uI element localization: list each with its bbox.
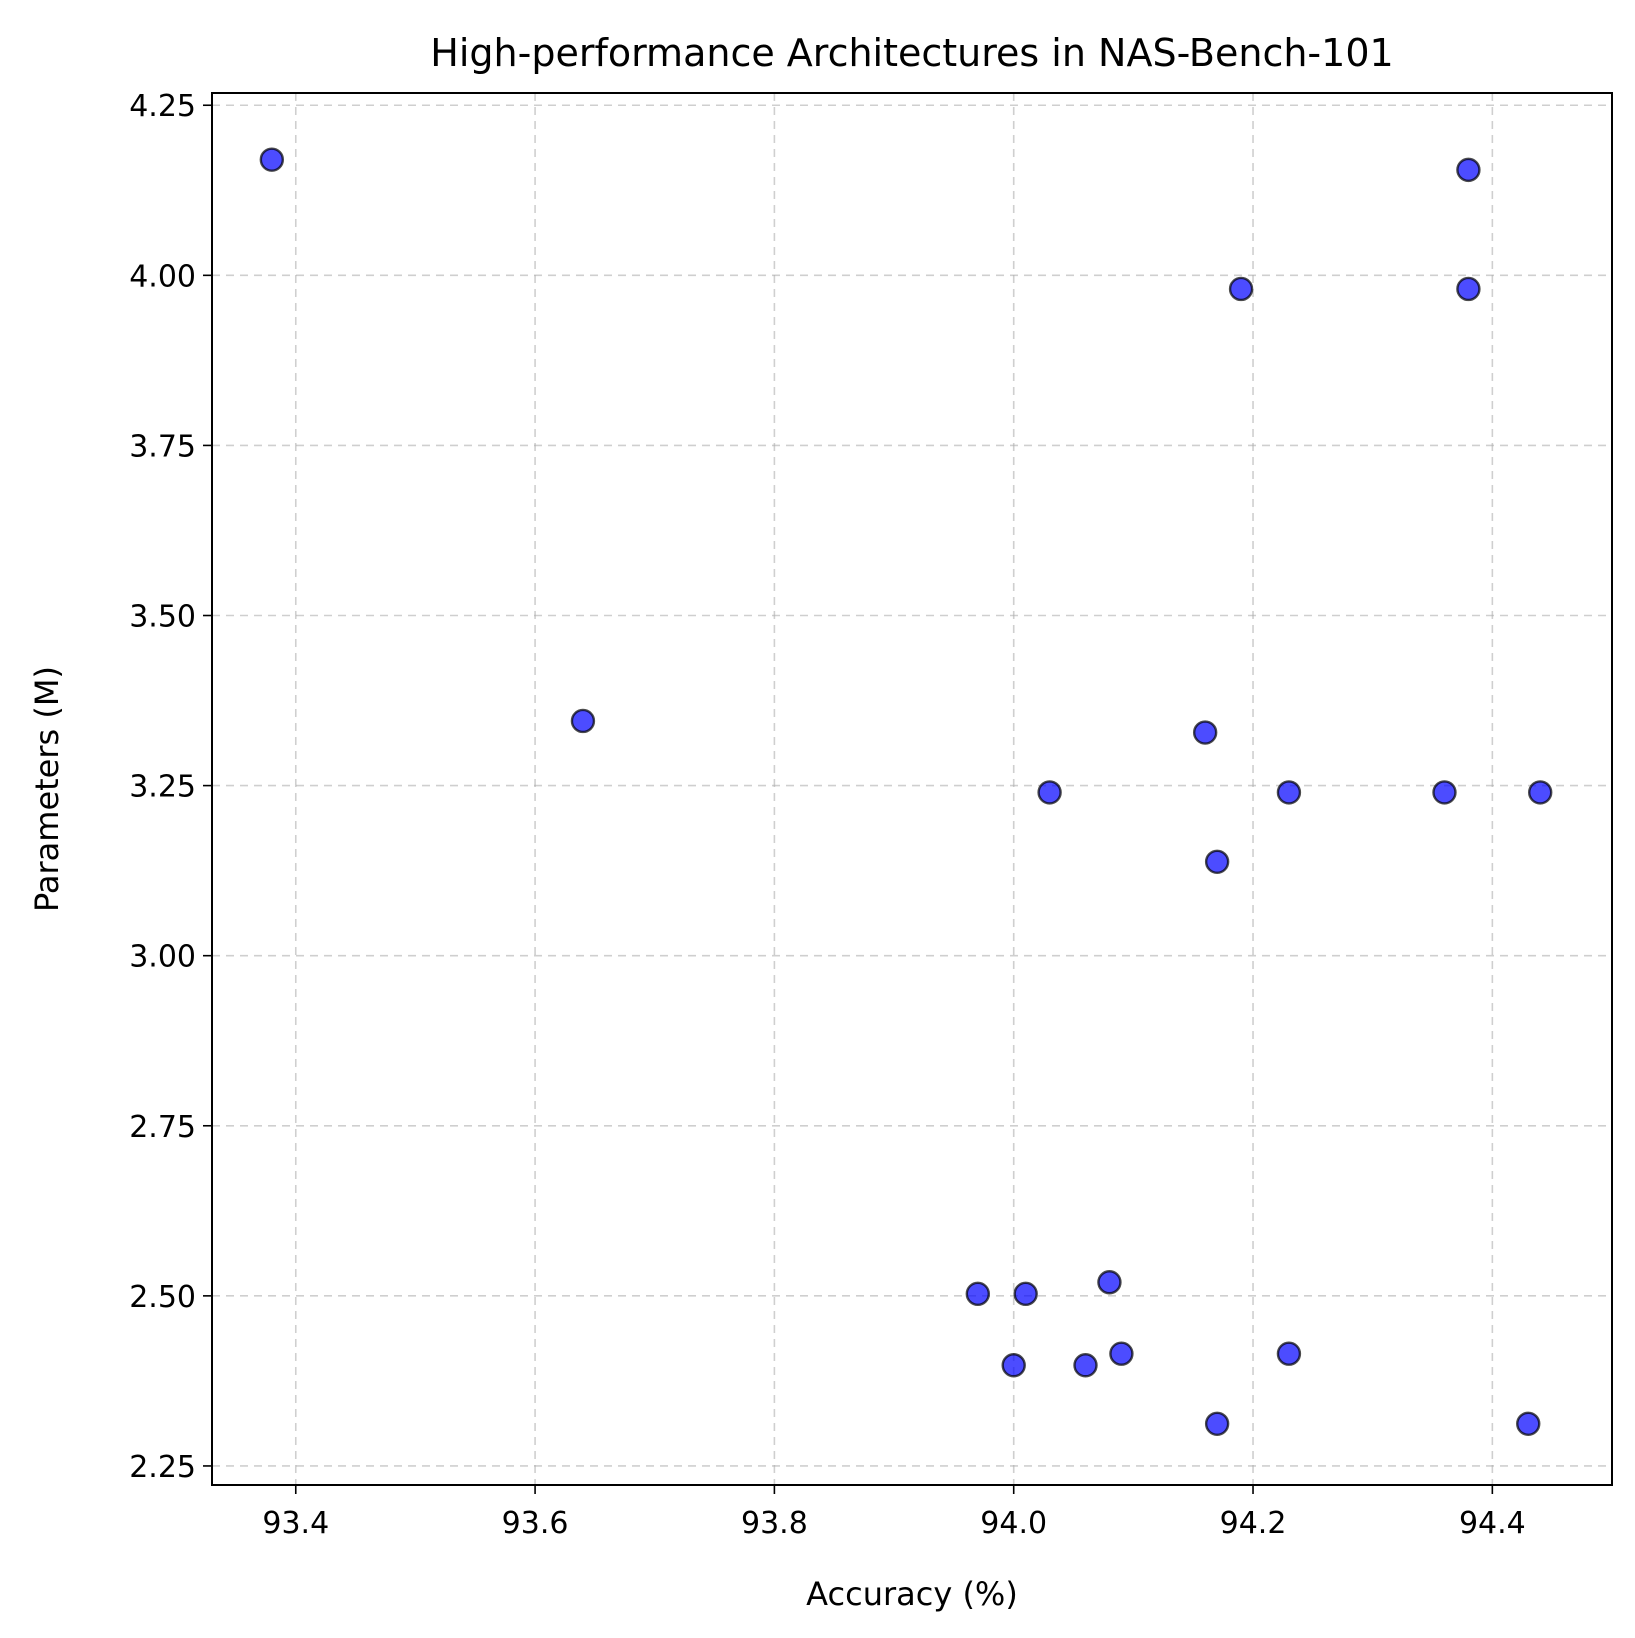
- y-axis-label: Parameters (M): [28, 666, 66, 912]
- scatter-point: [1456, 276, 1481, 302]
- scatter-point: [1204, 1411, 1230, 1436]
- scatter-point: [1432, 780, 1457, 805]
- axis-ticks: 93.4 93.6 93.8 94.0 94.2 94.4 2.25 2.50 2.75 3.00…: [129, 89, 1526, 1541]
- x-tick-label: 94.2: [1220, 1506, 1287, 1541]
- x-tick-label: 93.6: [502, 1506, 569, 1541]
- scatter-point: [1228, 276, 1254, 302]
- scatter-point: [259, 147, 285, 172]
- scatter-point: [1276, 1341, 1302, 1366]
- plot-frame: [211, 92, 1613, 1486]
- x-tick-label: 94.0: [980, 1506, 1047, 1541]
- y-tick-label: 3.00: [129, 940, 196, 975]
- y-tick-label: 3.25: [129, 770, 196, 805]
- data-points: [259, 147, 1553, 1436]
- x-tick-label: 94.4: [1459, 1506, 1526, 1541]
- y-tick-label: 4.25: [129, 89, 196, 124]
- y-tick-label: 2.75: [129, 1110, 196, 1145]
- grid-lines: [212, 93, 1612, 1485]
- scatter-point: [1192, 720, 1218, 745]
- scatter-point: [1516, 1411, 1541, 1436]
- scatter-point: [1528, 780, 1553, 805]
- scatter-point: [1013, 1281, 1038, 1307]
- y-tick-label: 4.00: [129, 259, 196, 294]
- scatter-point: [1001, 1353, 1026, 1378]
- scatter-point: [570, 708, 596, 734]
- y-tick-label: 2.50: [129, 1280, 196, 1315]
- scatter-point: [965, 1281, 991, 1307]
- y-tick-label: 3.50: [129, 600, 196, 635]
- x-tick-label: 93.8: [741, 1506, 808, 1541]
- scatter-point: [1109, 1341, 1134, 1366]
- scatter-point: [1456, 157, 1481, 183]
- y-tick-label: 2.25: [129, 1450, 196, 1485]
- scatter-point: [1276, 780, 1302, 805]
- scatter-point: [1097, 1270, 1122, 1295]
- scatter-point: [1073, 1353, 1098, 1378]
- scatter-point: [1204, 849, 1230, 874]
- chart-title: High-performance Architectures in NAS-Be…: [430, 31, 1393, 75]
- x-tick-label: 93.4: [262, 1506, 329, 1541]
- scatter-point: [1037, 780, 1062, 805]
- y-tick-label: 3.75: [129, 429, 196, 464]
- x-axis-label: Accuracy (%): [806, 1575, 1018, 1613]
